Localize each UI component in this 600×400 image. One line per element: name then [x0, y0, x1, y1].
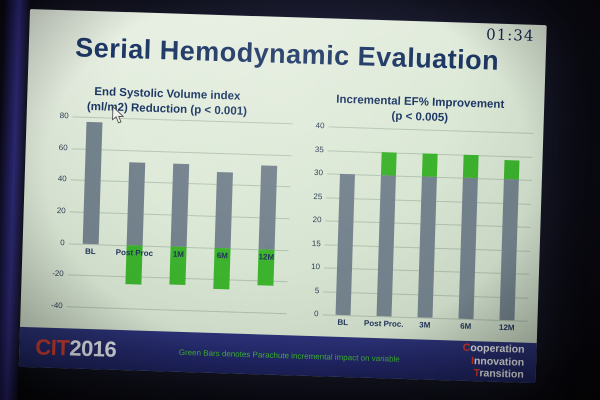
countdown-timer: 01:34	[485, 25, 535, 45]
x-category-label: 6M	[460, 321, 472, 332]
y-tick-label: -20	[51, 269, 64, 279]
x-category-label: 6M	[216, 250, 229, 260]
bar-gray-BL	[335, 173, 356, 316]
bar-gray-6M	[214, 171, 234, 249]
y-tick-label: 0	[313, 309, 319, 319]
gridline	[66, 306, 287, 315]
x-category-label: BL	[84, 246, 96, 256]
y-tick-label: 0	[60, 237, 65, 247]
y-tick-label: -40	[50, 300, 63, 311]
bar-green-6M	[462, 154, 479, 179]
y-tick-label: 15	[311, 238, 321, 248]
y-tick-label: 20	[56, 205, 66, 216]
logo-year-text: 2016	[68, 335, 117, 362]
word-transition: Transition	[473, 367, 524, 381]
chart-esvi-reduction: End Systolic Volume index (ml/m2) Reduct…	[39, 83, 296, 315]
x-category-label: 12M	[258, 251, 275, 262]
bar-gray-1M	[170, 163, 190, 247]
x-category-label: BL	[337, 317, 349, 328]
bar-gray-12M	[258, 165, 278, 250]
x-category-label: 12M	[498, 322, 515, 333]
bar-gray-Post Proc.	[376, 175, 397, 317]
gridline	[71, 148, 292, 156]
bar-gray-Post Proc	[126, 162, 146, 246]
x-category-label: Post Proc.	[363, 318, 404, 329]
x-category-label: 3M	[419, 320, 431, 330]
y-tick-label: 10	[311, 261, 321, 272]
y-tick-label: 25	[313, 191, 323, 201]
chart-ef-title: Incremental EF% Improvement (p < 0.005)	[299, 92, 542, 129]
slide-footer-band: CIT2016 Green Bars denotes Parachute inc…	[18, 326, 537, 384]
y-tick-label: 20	[312, 214, 322, 225]
slide-title: Serial Hemodynamic Evaluation	[74, 32, 500, 76]
bar-green-Post Proc.	[380, 151, 397, 176]
word-innovation: Innovation	[470, 354, 525, 369]
y-tick-label: 35	[314, 144, 324, 154]
x-category-label: 1M	[172, 249, 185, 259]
y-tick-label: 80	[59, 110, 69, 121]
bar-green-12M	[503, 160, 520, 180]
green-bars-note: Green Bars denotes Parachute incremental…	[178, 347, 400, 364]
chart-ef-improvement: Incremental EF% Improvement (p < 0.005) …	[299, 92, 542, 332]
y-tick-label: 40	[57, 174, 67, 184]
bar-green-3M	[421, 152, 438, 177]
bar-gray-BL	[82, 121, 103, 244]
y-tick-label: 5	[314, 285, 320, 295]
ef-plot-area: 40 35 30 25 20 15 10 5 0 BL Post Proc. 3M 6M 12M	[311, 121, 534, 332]
mouse-cursor-icon	[112, 105, 125, 124]
y-tick-label: 40	[315, 121, 325, 131]
bar-gray-6M	[458, 177, 479, 320]
y-tick-label: 30	[313, 168, 324, 178]
cit-words: Cooperation Innovation Transition	[462, 342, 525, 381]
x-category-label: Post Proc	[115, 247, 154, 258]
bar-gray-12M	[499, 178, 520, 321]
logo-cit-text: CIT	[34, 334, 70, 361]
bar-gray-3M	[417, 176, 438, 318]
cit2016-logo: CIT2016	[35, 334, 117, 363]
presentation-slide: 01:34 Serial Hemodynamic Evaluation End …	[18, 9, 547, 384]
y-tick-label: 60	[58, 142, 68, 152]
esvi-plot-area: 80 60 40 20 0 -20 -40 BL Post Proc 1M 6M 12M	[51, 111, 293, 315]
